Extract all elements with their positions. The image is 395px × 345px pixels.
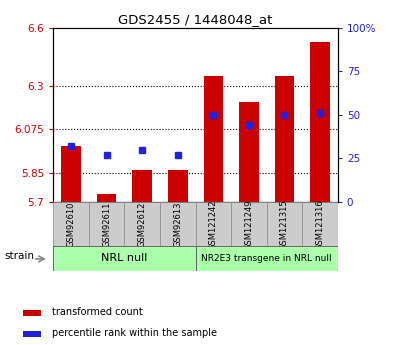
Text: GSM121315: GSM121315 [280,199,289,249]
Text: GSM92612: GSM92612 [138,201,147,247]
Bar [302,202,338,247]
Bar [168,170,188,202]
Bar [196,202,231,247]
Bar [310,42,330,202]
Bar [53,246,196,271]
Bar [53,202,89,247]
Text: transformed count: transformed count [52,307,143,317]
Text: GSM121316: GSM121316 [316,199,324,250]
Bar [275,76,294,202]
Text: GSM121242: GSM121242 [209,199,218,249]
Title: GDS2455 / 1448048_at: GDS2455 / 1448048_at [118,13,273,27]
Text: NR2E3 transgene in NRL null: NR2E3 transgene in NRL null [201,254,332,263]
Bar [132,170,152,202]
Text: percentile rank within the sample: percentile rank within the sample [52,328,217,338]
Bar [124,202,160,247]
Bar [97,194,117,202]
Text: NRL null: NRL null [101,254,148,263]
Bar [23,331,41,337]
Text: GSM92610: GSM92610 [67,201,75,247]
Bar [23,310,41,316]
Bar [203,76,223,202]
Text: strain: strain [4,251,34,261]
Bar [231,202,267,247]
Text: GSM121249: GSM121249 [245,199,253,249]
Bar [239,102,259,202]
Bar [89,202,124,247]
Bar [196,246,338,271]
Bar [61,146,81,202]
Bar [160,202,196,247]
Text: GSM92611: GSM92611 [102,201,111,247]
Text: GSM92613: GSM92613 [173,201,182,247]
Bar [267,202,302,247]
